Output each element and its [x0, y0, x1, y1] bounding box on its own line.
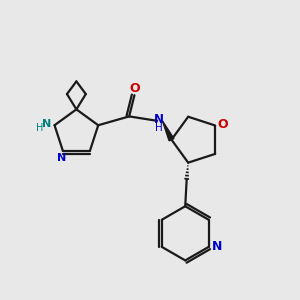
Text: H: H [36, 123, 44, 133]
Text: N: N [42, 119, 51, 129]
Polygon shape [162, 121, 174, 141]
Text: N: N [154, 113, 164, 126]
Text: O: O [129, 82, 140, 95]
Text: H: H [155, 123, 163, 133]
Text: N: N [212, 240, 222, 254]
Text: O: O [217, 118, 228, 130]
Text: N: N [57, 153, 66, 163]
